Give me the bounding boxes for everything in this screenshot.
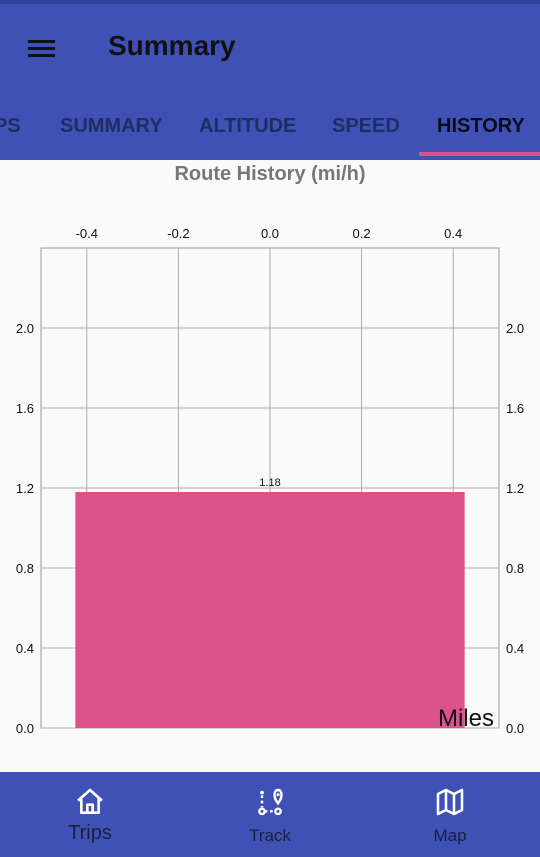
y-tick-label-left: 0.8 [16,561,34,576]
y-tick-label-left: 0.0 [16,721,34,736]
nav-track-label: Track [249,826,291,845]
y-tick-label-left: 2.0 [16,321,34,336]
y-tick-label-right: 1.2 [506,481,524,496]
y-tick-label-left: 0.4 [16,641,34,656]
y-tick-label-right: 2.0 [506,321,524,336]
menu-button[interactable] [14,26,70,70]
x-tick-label: 0.4 [444,226,462,241]
tab-indicator [419,152,540,156]
x-tick-label: -0.4 [76,226,98,241]
tab-history[interactable]: HISTORY [437,115,525,137]
menu-icon-line [28,47,55,50]
nav-track[interactable]: Track [180,772,360,857]
bottom-navigation: Trips Track Map [0,772,540,857]
y-tick-label-left: 1.6 [16,401,34,416]
y-tick-label-right: 0.8 [506,561,524,576]
menu-icon-line [28,54,55,57]
y-tick-label-right: 1.6 [506,401,524,416]
y-tick-label-right: 0.4 [506,641,524,656]
home-icon [77,788,103,814]
menu-icon [28,40,55,43]
nav-trips-label: Trips [68,822,112,844]
history-chart: -0.4 -0.2 0.0 0.2 0.4 0.0 0.0 0.4 0.4 0.8 0.8 1.2 1.… [16,226,524,736]
app-bar: Summary PS SUMMARY ALTITUDE SPEED HISTOR… [0,4,540,160]
route-icon [258,788,283,816]
nav-map[interactable]: Map [360,772,540,857]
y-tick-label-right: 0.0 [506,721,524,736]
nav-trips[interactable]: Trips [0,772,180,857]
bar [75,492,465,728]
y-tick-label-left: 1.2 [16,481,34,496]
tab-altitude[interactable]: ALTITUDE [199,115,297,137]
legend-label: Miles [438,705,494,732]
tab-trips[interactable]: PS [0,115,21,137]
status-bar [0,0,540,4]
page-title: Summary [108,30,236,61]
map-icon [436,788,464,816]
x-tick-label: 0.2 [353,226,371,241]
bar-value-label: 1.18 [259,477,280,489]
chart-title: Route History (mi/h) [174,163,366,185]
tab-speed[interactable]: SPEED [332,115,400,137]
nav-map-label: Map [433,826,467,845]
x-tick-label: 0.0 [261,226,279,241]
tab-summary[interactable]: SUMMARY [60,115,163,137]
tab-bar: PS SUMMARY ALTITUDE SPEED HISTORY [0,104,540,160]
x-tick-label: -0.2 [167,226,189,241]
